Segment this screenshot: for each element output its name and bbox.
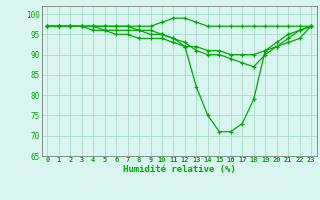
X-axis label: Humidité relative (%): Humidité relative (%): [123, 165, 236, 174]
